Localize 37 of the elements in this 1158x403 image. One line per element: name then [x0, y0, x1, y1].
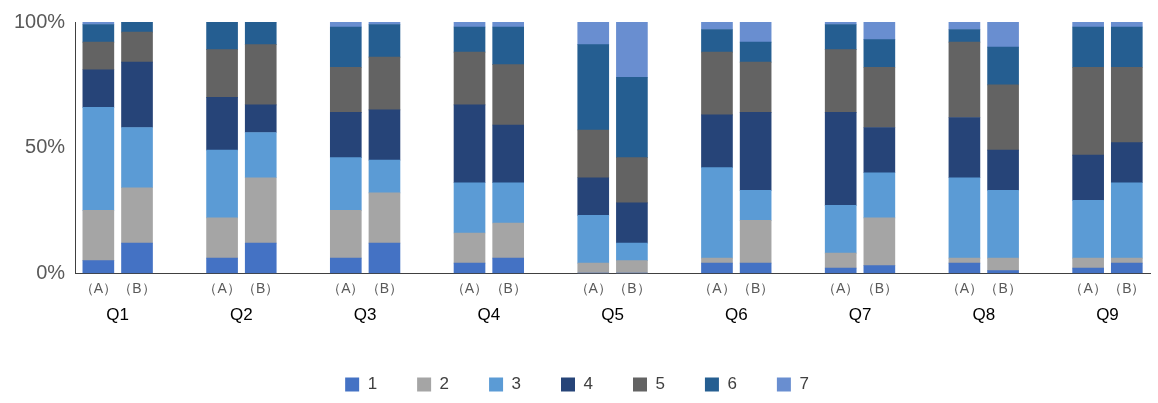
- y-tick-label: 50%: [25, 135, 66, 158]
- x-tick-label: （B）: [736, 280, 775, 297]
- text: Q1: [106, 305, 130, 325]
- x-tick-label: （A）: [574, 280, 612, 297]
- x-tick-label: （A）: [822, 280, 860, 297]
- x-tick-label: （B）: [242, 280, 280, 297]
- x-tick-label: （A）: [79, 280, 118, 297]
- x-tick-label: （B）: [860, 280, 899, 297]
- legend-label: 1: [367, 374, 378, 394]
- y-tick-label: 100%: [14, 9, 66, 32]
- x-tick-label: （B）: [984, 280, 1022, 297]
- x-tick-label: （A）: [203, 280, 241, 297]
- x-tick-label: （B）: [1108, 280, 1146, 297]
- legend-label: 7: [799, 374, 809, 394]
- x-tick-label: （B）: [489, 280, 527, 297]
- x-tick-label: （A）: [1069, 280, 1107, 297]
- legend-label: 5: [655, 374, 665, 394]
- text: Q5: [601, 305, 624, 325]
- legend-label: 4: [583, 374, 593, 394]
- text: Q6: [724, 305, 748, 325]
- text: Q4: [477, 305, 501, 325]
- y-tick-label: 0%: [36, 260, 66, 283]
- legend-label: 6: [727, 374, 737, 394]
- x-tick-label: （B）: [365, 280, 404, 297]
- text: Q8: [972, 305, 996, 325]
- x-tick-label: （B）: [613, 280, 651, 297]
- x-tick-label: （A）: [698, 280, 736, 297]
- x-tick-label: （A）: [450, 280, 489, 297]
- text: Q2: [230, 305, 253, 325]
- legend-label: 2: [439, 374, 450, 394]
- x-tick-label: （B）: [118, 280, 156, 297]
- x-tick-label: （A）: [327, 280, 365, 297]
- text: Q3: [353, 305, 377, 325]
- x-tick-label: （A）: [945, 280, 984, 297]
- text: Q7: [848, 305, 872, 325]
- text: Q9: [1096, 305, 1119, 325]
- legend-label: 3: [511, 374, 522, 394]
